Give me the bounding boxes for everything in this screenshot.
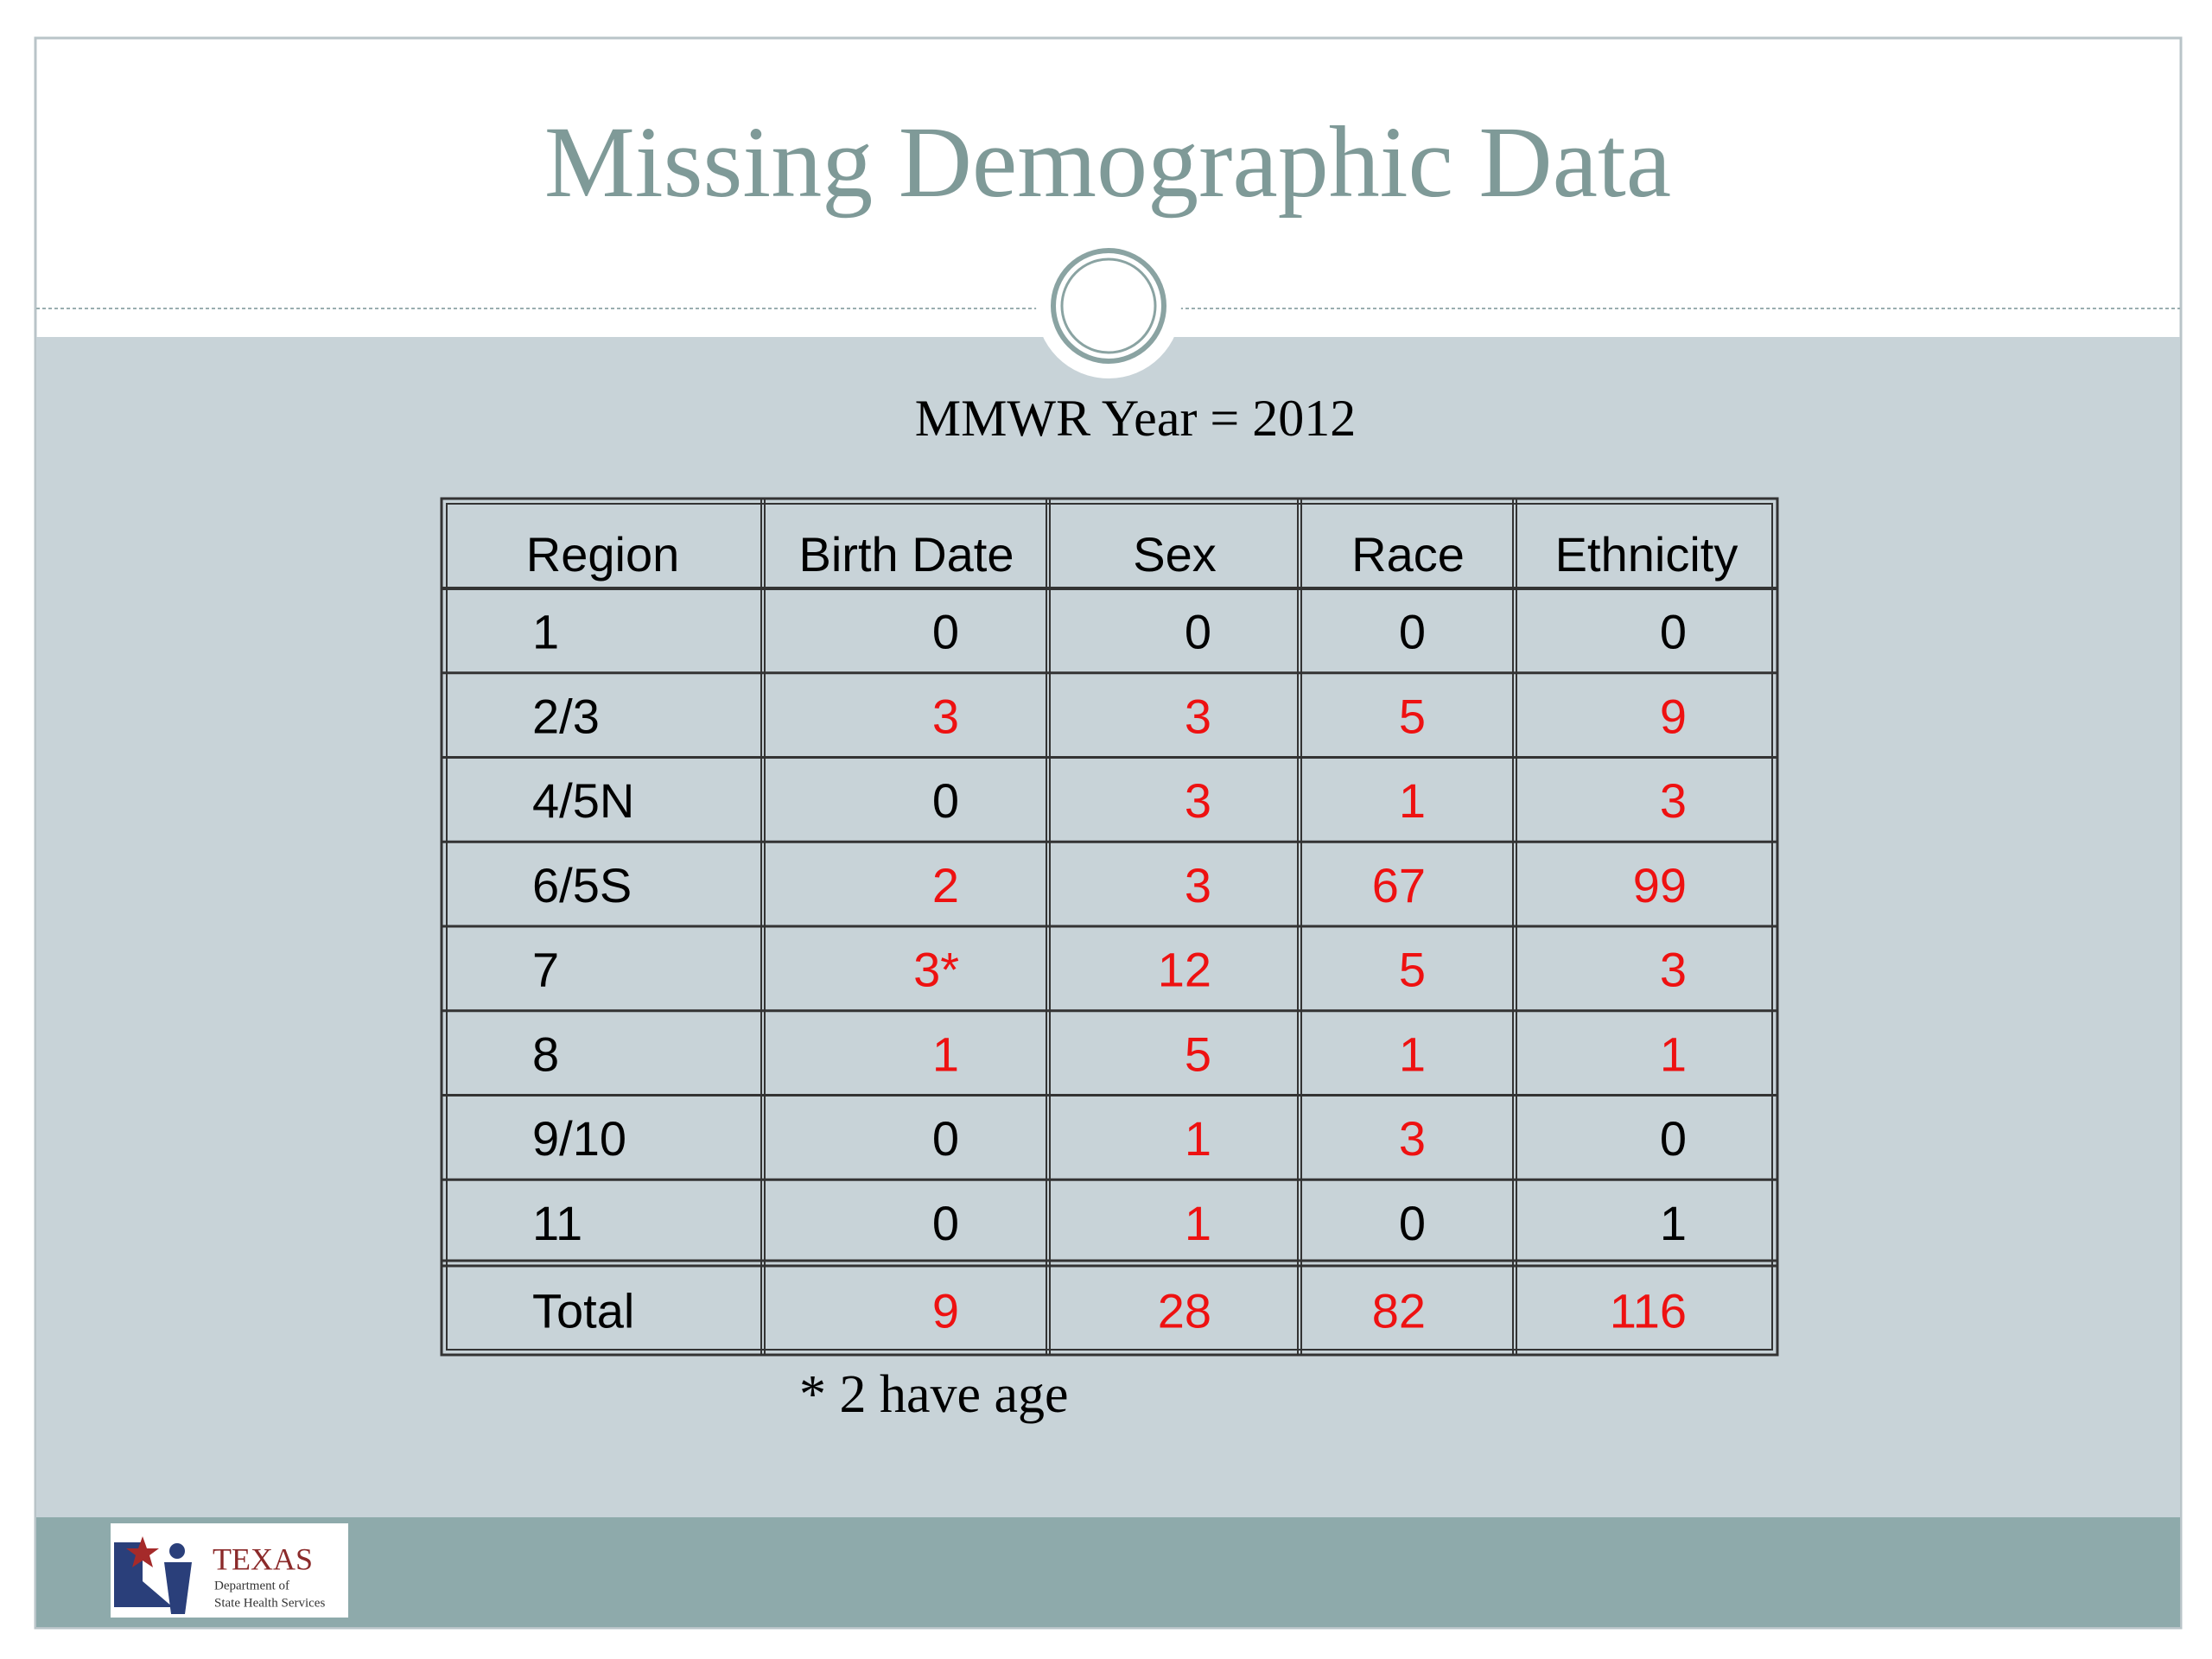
value-cell: 82 [1372,1283,1426,1338]
logo-figure [169,1543,185,1559]
value-cell: 116 [1610,1283,1687,1338]
value-cell: 3* [913,943,959,997]
value-cell: 2 [932,858,959,912]
logo-line1: Department of [214,1579,289,1592]
region-cell: 6/5S [532,858,632,912]
value-cell: 1 [1185,1111,1211,1166]
value-cell: 3 [1185,773,1211,828]
header-cell: Region [526,527,679,582]
header-cell: Ethnicity [1555,527,1738,582]
footer-bar [36,1517,2180,1627]
region-cell: 4/5N [532,773,634,828]
value-cell: 3 [1660,773,1687,828]
value-cell: 67 [1372,858,1426,912]
value-cell: 1 [1185,1196,1211,1250]
value-cell: 1 [1399,773,1426,828]
slide-title: Missing Demographic Data [544,105,1671,219]
header-cell: Sex [1133,527,1217,582]
value-cell: 3 [1185,689,1211,743]
value-cell: 3 [1185,858,1211,912]
value-cell: 0 [932,1196,959,1250]
table-border-outer [440,497,1779,1357]
value-cell: 1 [1399,1027,1426,1081]
value-cell: 1 [1660,1196,1687,1250]
value-cell: 0 [932,605,959,659]
logo-star [126,1536,159,1567]
divider-circle [1051,248,1166,364]
value-cell: 0 [1660,1111,1687,1166]
region-cell: 11 [532,1196,582,1250]
table-border-inner [446,503,1773,1351]
value-cell: 1 [1660,1027,1687,1081]
header-cell: Birth Date [799,527,1014,582]
footnote: * 2 have age [799,1365,1069,1424]
value-cell: 3 [1660,943,1687,997]
logo-shape [114,1542,173,1607]
value-cell: 5 [1185,1027,1211,1081]
slide-subtitle: MMWR Year = 2012 [915,390,1357,447]
value-cell: 99 [1633,858,1687,912]
header-cell: Race [1351,527,1465,582]
value-cell: 0 [1660,605,1687,659]
value-cell: 0 [1399,605,1426,659]
region-cell: 7 [532,943,559,997]
region-cell: 1 [532,605,559,659]
value-cell: 0 [1399,1196,1426,1250]
value-cell: 9 [1660,689,1687,743]
value-cell: 5 [1399,943,1426,997]
value-cell: 5 [1399,689,1426,743]
region-cell: 8 [532,1027,559,1081]
logo: TEXAS Department of State Health Service… [111,1523,348,1618]
value-cell: 3 [932,689,959,743]
region-cell: 9/10 [532,1111,626,1166]
value-cell: 3 [1399,1111,1426,1166]
logo-line2: State Health Services [214,1596,325,1610]
value-cell: 9 [932,1283,959,1338]
logo-figure-body [164,1562,192,1614]
value-cell: 0 [1185,605,1211,659]
data-table: Region Birth Date Sex Race Ethnicity 1 0 0 0 0 2/3… [440,497,1779,1357]
region-cell: 2/3 [532,689,600,743]
value-cell: 0 [932,773,959,828]
value-cell: 12 [1158,943,1211,997]
value-cell: 0 [932,1111,959,1166]
region-cell: Total [532,1283,634,1338]
value-cell: 1 [932,1027,959,1081]
divider-circle-inner [1060,257,1157,354]
logo-name: TEXAS [213,1541,313,1576]
value-cell: 28 [1158,1283,1211,1338]
